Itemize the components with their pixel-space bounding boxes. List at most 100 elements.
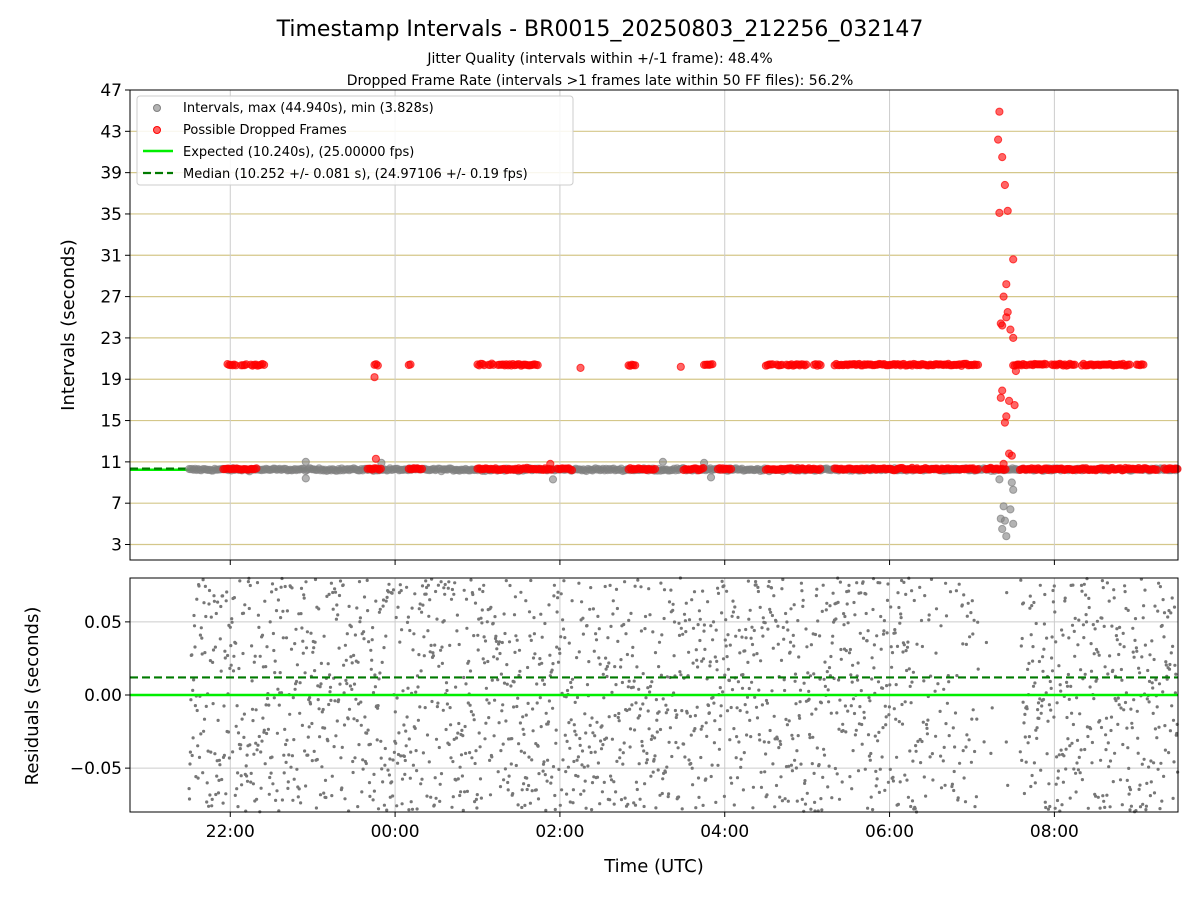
residual-point [798,716,802,720]
residual-point [307,725,311,729]
residual-point [627,679,631,683]
residual-point [695,705,699,709]
residual-point [237,666,241,671]
residual-point [689,733,693,737]
residual-point [858,705,862,709]
residual-point [744,627,748,632]
residual-point [1144,804,1148,808]
residual-point [735,776,740,780]
residual-point [414,690,418,694]
residual-point [310,721,314,726]
residual-point [641,702,645,706]
residual-point [381,780,385,784]
residual-point [885,598,890,603]
residual-point [1114,699,1118,703]
residual-point [709,624,713,628]
residual-point [778,739,782,743]
residual-point [759,785,764,790]
residual-point [442,619,446,623]
residual-point [833,766,838,771]
residual-point [386,768,390,772]
residual-point [597,627,601,631]
residual-point [847,589,851,593]
residual-point [492,734,496,738]
residual-point [679,673,683,677]
residual-point [712,701,716,705]
residual-point [868,758,872,762]
residual-point [561,618,565,622]
residual-point [585,683,590,687]
residual-point [1046,719,1050,723]
residual-point [1103,665,1107,669]
residual-point [406,686,410,690]
dropped-frame-point [998,153,1007,162]
residual-point [682,612,687,616]
residual-point [820,609,824,614]
residual-point [503,767,507,771]
residual-point [808,736,812,740]
residual-point [942,687,946,691]
residual-point [315,757,319,762]
residual-point [596,761,601,765]
residual-point [696,623,700,627]
residual-point [690,766,694,770]
residual-point [590,781,595,785]
residual-point [683,619,688,623]
residual-point [325,594,329,599]
residual-point [394,615,398,620]
residual-point [421,603,425,607]
residual-point [853,733,858,737]
residual-point [740,635,744,639]
residual-point [1053,806,1057,810]
residual-point [407,808,411,812]
y-tick-label: 35 [100,205,122,225]
y-tick-label: 0.05 [84,613,122,633]
residual-point [228,666,232,671]
dropped-frame-point [816,361,825,370]
residual-point [523,803,527,808]
residual-point [619,665,623,669]
dropped-frame-point [417,464,427,473]
residual-point [895,755,899,759]
residuals-x-ticks: 22:00 00:00 02:00 04:00 06:00 08:00 [206,812,1079,842]
residual-point [1036,701,1041,705]
residual-point [584,731,588,735]
residual-point [293,687,297,691]
x-tick-label: 02:00 [535,822,584,842]
residual-point [796,619,800,623]
residual-point [902,580,906,585]
residual-point [512,613,517,617]
residual-point [1070,711,1074,715]
residual-point [468,703,472,707]
residual-point [693,714,698,718]
residual-point [790,733,794,737]
residual-point [900,722,905,726]
residual-point [359,700,363,704]
residual-point [736,680,741,684]
residual-point [1128,808,1132,812]
residual-point [342,663,346,667]
residual-point [768,728,772,733]
residual-point [870,677,874,681]
residual-point [685,711,689,715]
residual-point [691,661,695,665]
residual-point [455,613,459,617]
residual-point [908,684,912,689]
residual-point [517,673,521,678]
residual-point [485,620,489,624]
residual-point [459,790,463,794]
residual-point [435,705,439,709]
residual-point [1134,809,1138,813]
residual-point [376,704,380,708]
residual-point [559,635,563,639]
residual-point [1163,724,1167,728]
residual-point [481,657,485,661]
residual-point [619,658,623,662]
residual-point [1086,806,1090,810]
residual-point [808,732,812,737]
residual-point [741,673,745,677]
residual-point [396,761,400,765]
residual-point [910,589,914,593]
residual-point [478,587,482,591]
residual-point [1050,656,1054,660]
